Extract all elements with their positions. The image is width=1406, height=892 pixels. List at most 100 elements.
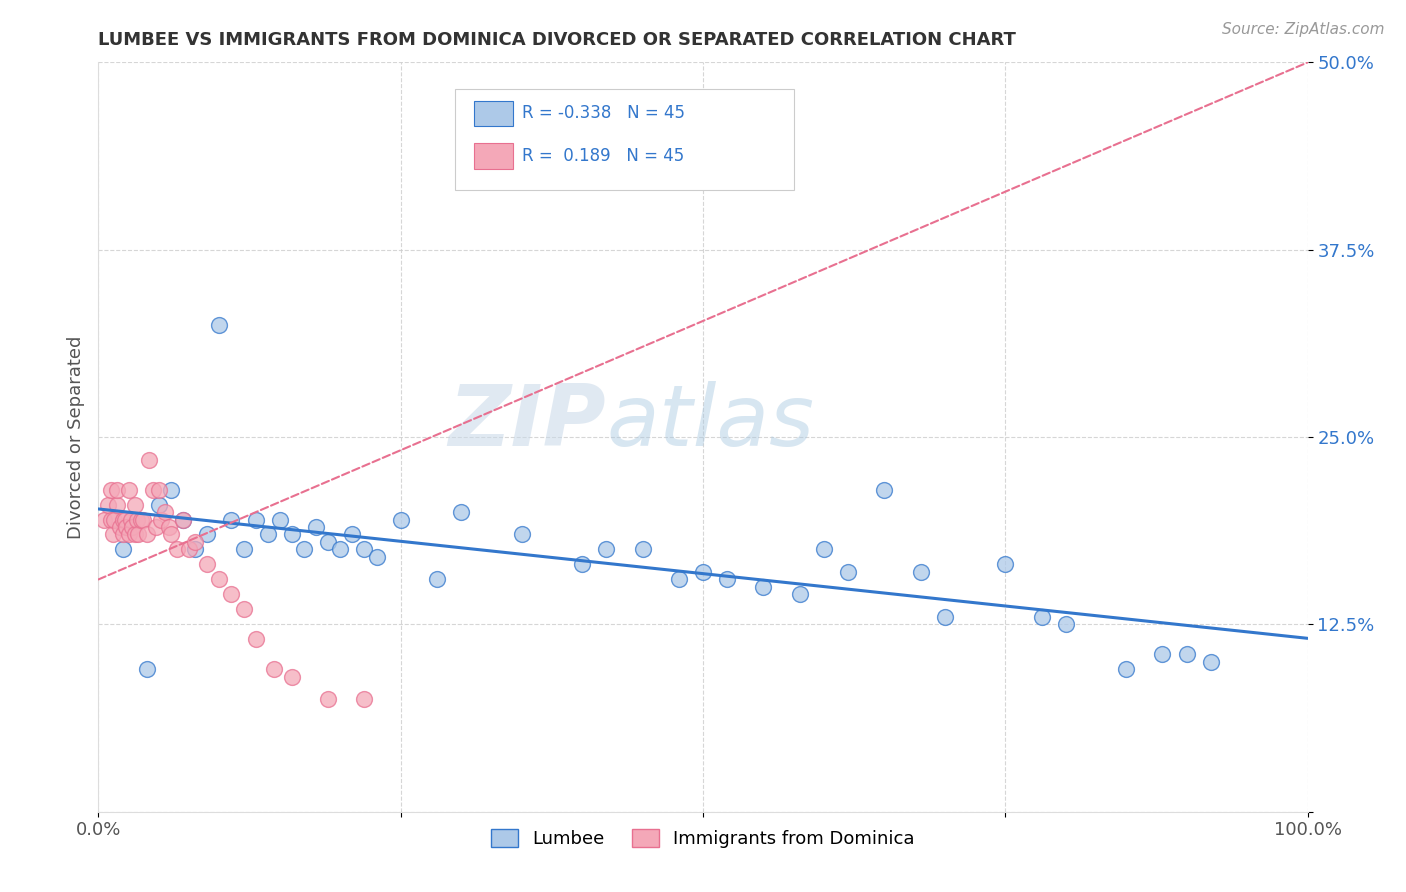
Point	[389, 512, 412, 526]
FancyBboxPatch shape	[456, 88, 793, 190]
Point	[172, 512, 194, 526]
Point	[124, 527, 146, 541]
Point	[127, 527, 149, 541]
Text: R =  0.189   N = 45: R = 0.189 N = 45	[522, 147, 683, 165]
Text: atlas: atlas	[606, 381, 814, 464]
Point	[232, 542, 254, 557]
Point	[153, 505, 176, 519]
Point	[692, 565, 714, 579]
Point	[145, 520, 167, 534]
Point	[281, 527, 304, 541]
Point	[994, 558, 1017, 572]
Point	[115, 520, 138, 534]
Point	[668, 573, 690, 587]
Point	[245, 632, 267, 647]
Text: R = -0.338   N = 45: R = -0.338 N = 45	[522, 103, 685, 121]
Point	[263, 662, 285, 676]
Point	[353, 542, 375, 557]
Point	[160, 527, 183, 541]
Point	[716, 573, 738, 587]
Point	[111, 527, 134, 541]
Point	[571, 558, 593, 572]
Point	[160, 483, 183, 497]
Point	[366, 549, 388, 564]
Point	[837, 565, 859, 579]
Point	[426, 573, 449, 587]
Point	[342, 527, 364, 541]
Point	[752, 580, 775, 594]
Point	[105, 498, 128, 512]
Text: ZIP: ZIP	[449, 381, 606, 464]
Point	[934, 610, 956, 624]
Point	[138, 452, 160, 467]
Point	[103, 512, 125, 526]
Point	[172, 512, 194, 526]
Point	[510, 527, 533, 541]
Point	[595, 542, 617, 557]
Point	[184, 542, 207, 557]
Point	[100, 512, 122, 526]
Point	[269, 512, 291, 526]
Point	[873, 483, 896, 497]
Point	[100, 483, 122, 497]
Point	[245, 512, 267, 526]
Point	[127, 512, 149, 526]
Point	[305, 520, 328, 534]
Point	[208, 573, 231, 587]
Point	[135, 662, 157, 676]
Point	[93, 512, 115, 526]
Point	[97, 498, 120, 512]
Point	[184, 535, 207, 549]
Point	[105, 483, 128, 497]
Point	[166, 542, 188, 557]
Point	[135, 527, 157, 541]
Point	[631, 542, 654, 557]
Point	[292, 542, 315, 557]
Point	[111, 542, 134, 557]
Point	[316, 535, 339, 549]
Text: LUMBEE VS IMMIGRANTS FROM DOMINICA DIVORCED OR SEPARATED CORRELATION CHART: LUMBEE VS IMMIGRANTS FROM DOMINICA DIVOR…	[98, 31, 1017, 49]
Y-axis label: Divorced or Separated: Divorced or Separated	[66, 335, 84, 539]
Point	[353, 692, 375, 706]
Point	[114, 512, 136, 526]
Point	[1175, 648, 1198, 662]
Point	[120, 512, 142, 526]
Point	[121, 520, 143, 534]
Point	[281, 670, 304, 684]
Point	[150, 512, 173, 526]
Point	[129, 512, 152, 526]
Point	[148, 498, 170, 512]
Point	[179, 542, 201, 557]
Point	[910, 565, 932, 579]
Point	[142, 483, 165, 497]
Point	[316, 692, 339, 706]
Point	[329, 542, 352, 557]
Point	[132, 512, 155, 526]
Point	[256, 527, 278, 541]
Point	[450, 505, 472, 519]
Point	[1199, 655, 1222, 669]
Point	[221, 512, 243, 526]
Point	[157, 520, 180, 534]
Point	[124, 498, 146, 512]
Point	[1152, 648, 1174, 662]
Point	[1031, 610, 1053, 624]
Point	[221, 587, 243, 601]
Point	[1054, 617, 1077, 632]
Point	[789, 587, 811, 601]
Point	[118, 527, 141, 541]
Legend: Lumbee, Immigrants from Dominica: Lumbee, Immigrants from Dominica	[484, 822, 922, 855]
Point	[101, 527, 124, 541]
Point	[108, 520, 131, 534]
Point	[813, 542, 835, 557]
Point	[195, 558, 218, 572]
Point	[208, 318, 231, 332]
Point	[232, 602, 254, 616]
FancyBboxPatch shape	[474, 101, 513, 126]
Point	[118, 483, 141, 497]
Point	[1115, 662, 1137, 676]
Point	[148, 483, 170, 497]
Point	[195, 527, 218, 541]
Point	[111, 512, 134, 526]
Text: Source: ZipAtlas.com: Source: ZipAtlas.com	[1222, 22, 1385, 37]
